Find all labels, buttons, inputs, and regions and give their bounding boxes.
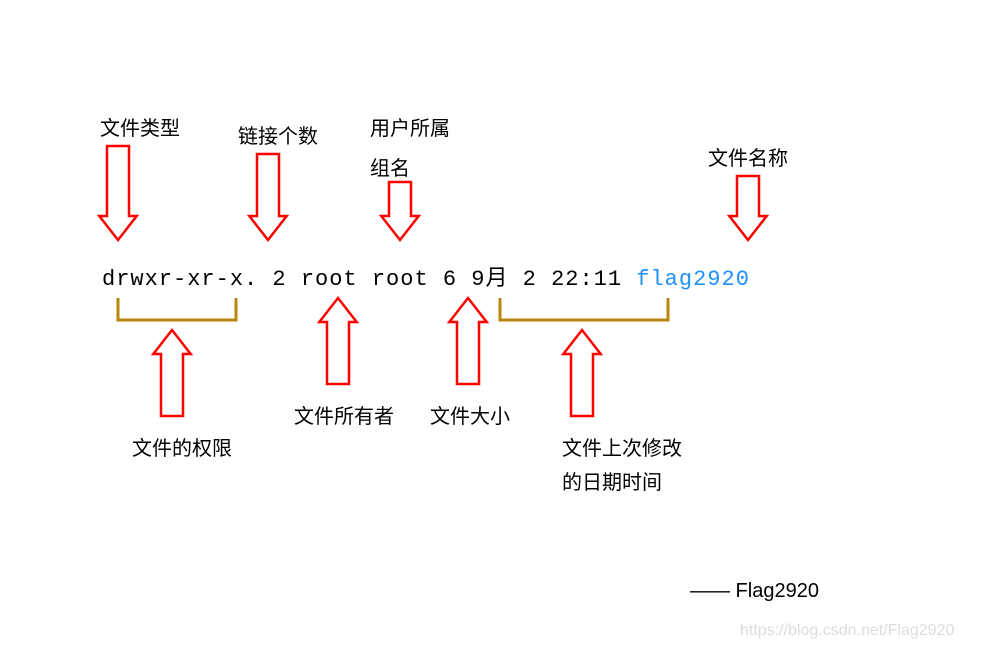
signature: —— Flag2920	[690, 580, 819, 603]
mod-time-bracket	[500, 298, 668, 320]
user-group-arrow	[381, 182, 418, 240]
owner-arrow	[319, 298, 356, 384]
mod-time-arrow	[563, 330, 600, 416]
watermark: https://blog.csdn.net/Flag2920	[740, 622, 954, 640]
file-type-arrow	[99, 146, 136, 240]
file-size-arrow	[449, 298, 486, 384]
link-count-arrow	[249, 154, 286, 240]
file-name-arrow	[729, 176, 766, 240]
permissions-bracket	[118, 298, 236, 320]
annotation-overlay	[0, 0, 1000, 648]
permissions-arrow	[153, 330, 190, 416]
